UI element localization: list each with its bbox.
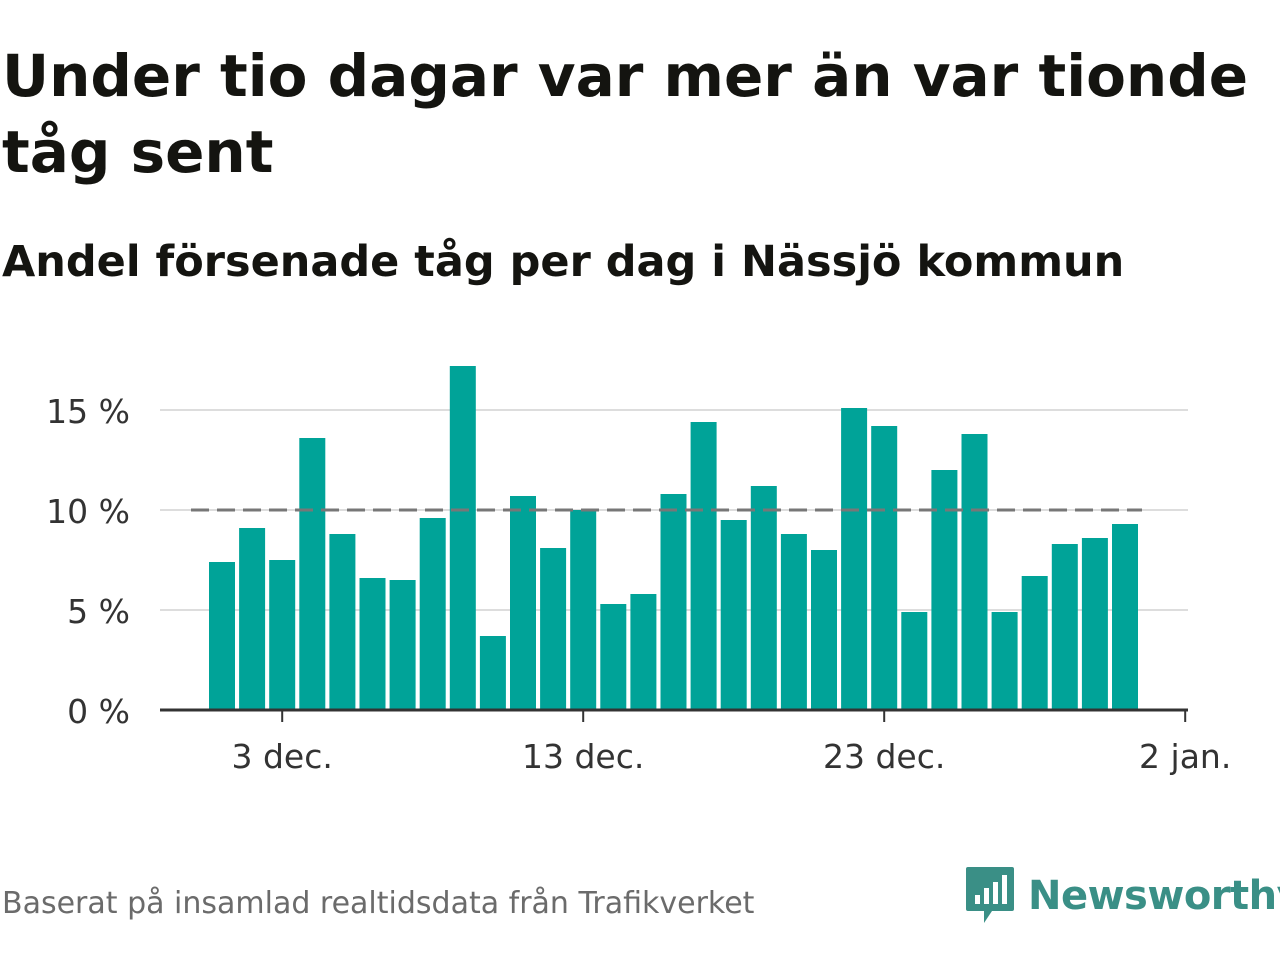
bar xyxy=(1021,576,1048,710)
y-tick-label: 15 % xyxy=(46,392,130,431)
y-tick-label: 0 % xyxy=(67,692,130,731)
bar xyxy=(991,612,1018,710)
bar xyxy=(1081,538,1108,710)
chart-subtitle: Andel försenade tåg per dag i Nässjö kom… xyxy=(2,237,1125,287)
x-tick-label: 3 dec. xyxy=(232,737,333,776)
bar xyxy=(1112,524,1138,710)
bar xyxy=(841,408,868,710)
newsworthy-logo-icon xyxy=(966,867,1014,923)
bar xyxy=(329,534,356,710)
y-tick-label: 5 % xyxy=(67,592,130,631)
y-tick-label: 10 % xyxy=(46,492,130,531)
x-tick-label: 23 dec. xyxy=(823,737,945,776)
bar xyxy=(901,612,928,710)
bar xyxy=(540,548,567,710)
bar-chart: 0 % 5 % 10 % 15 % 3 dec. 13 dec. 23 dec. 2 jan. xyxy=(46,366,1231,776)
bar xyxy=(299,438,326,710)
bar xyxy=(510,496,536,710)
bar xyxy=(570,510,597,710)
brand-name: Newsworthy xyxy=(1028,873,1280,919)
bar xyxy=(871,426,898,710)
bar xyxy=(449,366,476,710)
bar xyxy=(811,550,837,710)
bar xyxy=(479,636,506,710)
chart-title: Under tio dagar var mer än var tionde tå… xyxy=(2,42,1249,186)
bars xyxy=(209,366,1138,710)
bar xyxy=(961,434,988,710)
bar xyxy=(1051,544,1078,710)
bar xyxy=(389,580,416,710)
x-tick-label: 13 dec. xyxy=(522,737,644,776)
bar xyxy=(600,604,627,710)
bar xyxy=(720,520,747,710)
bar xyxy=(780,534,807,710)
axes xyxy=(160,708,1188,722)
bar xyxy=(931,470,958,710)
bar xyxy=(419,518,446,710)
bar xyxy=(239,528,266,710)
tick-labels: 0 % 5 % 10 % 15 % 3 dec. 13 dec. 23 dec. 2 jan. xyxy=(46,392,1231,776)
bar xyxy=(690,422,717,710)
x-tick-label: 2 jan. xyxy=(1139,737,1231,776)
bar xyxy=(359,578,386,710)
bar xyxy=(209,562,235,710)
bar xyxy=(269,560,296,710)
bar xyxy=(750,486,777,710)
bar xyxy=(660,494,687,710)
source-note: Baserat på insamlad realtidsdata från Tr… xyxy=(2,886,755,921)
brand-logo: Newsworthy xyxy=(964,864,1280,928)
bar xyxy=(630,594,657,710)
